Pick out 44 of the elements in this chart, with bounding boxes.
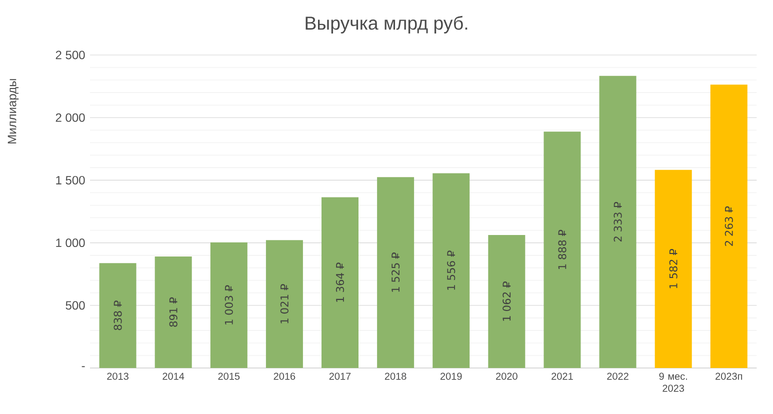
- data-label: 1 525 ₽: [392, 252, 400, 292]
- data-label: 1 888 ₽: [558, 230, 566, 269]
- x-tick-label: 2015: [218, 372, 240, 380]
- x-tick-label: 2017: [329, 372, 351, 380]
- bar: [210, 242, 248, 368]
- x-tick-label: 2014: [162, 372, 184, 380]
- data-label: 838 ₽: [114, 300, 122, 330]
- data-label: 1 003 ₽: [224, 285, 233, 324]
- bar: [154, 256, 192, 368]
- bar: [654, 170, 692, 368]
- data-label: 2 333 ₽: [614, 202, 622, 242]
- data-label: 1 021 ₽: [280, 284, 288, 324]
- x-tick-label: 2018: [384, 372, 406, 380]
- x-tick-label: 2023п: [716, 372, 742, 380]
- bar: [99, 263, 136, 368]
- y-tick-label: 500: [66, 301, 85, 310]
- chart-title: Выручка млрд руб.: [306, 16, 468, 34]
- y-tick-label: 1 000: [56, 238, 85, 248]
- y-tick-label: 1 500: [56, 176, 85, 184]
- bar: [599, 76, 636, 368]
- data-label: 2 263 ₽: [724, 206, 733, 246]
- data-label: 1 364 ₽: [336, 262, 344, 302]
- bar: [488, 235, 526, 368]
- y-tick-label: -: [82, 366, 85, 368]
- x-tick-label: 2016: [274, 372, 296, 380]
- bar: [544, 132, 581, 368]
- bar: [322, 197, 359, 368]
- data-label: 1 062 ₽: [502, 282, 511, 321]
- data-label: 891 ₽: [169, 297, 178, 327]
- x-tick-label: 2013: [107, 372, 128, 380]
- data-label: 1 582 ₽: [669, 248, 678, 288]
- bar: [266, 240, 303, 368]
- x-tick-label: 2020: [496, 372, 518, 380]
- y-tick-label: 2 000: [56, 113, 85, 122]
- x-tick-label: 2021: [552, 372, 573, 380]
- bar: [432, 173, 470, 368]
- y-tick-label: 2 500: [56, 50, 85, 60]
- bar: [377, 177, 414, 368]
- bar: [710, 84, 748, 368]
- data-label: 1 556 ₽: [447, 250, 456, 290]
- x-tick-label: 2019: [440, 372, 462, 380]
- x-tick-label: 2022: [607, 372, 628, 380]
- x-tick-label: 9 мес. 2023: [659, 372, 687, 392]
- y-axis-title: Миллиарды: [8, 79, 19, 144]
